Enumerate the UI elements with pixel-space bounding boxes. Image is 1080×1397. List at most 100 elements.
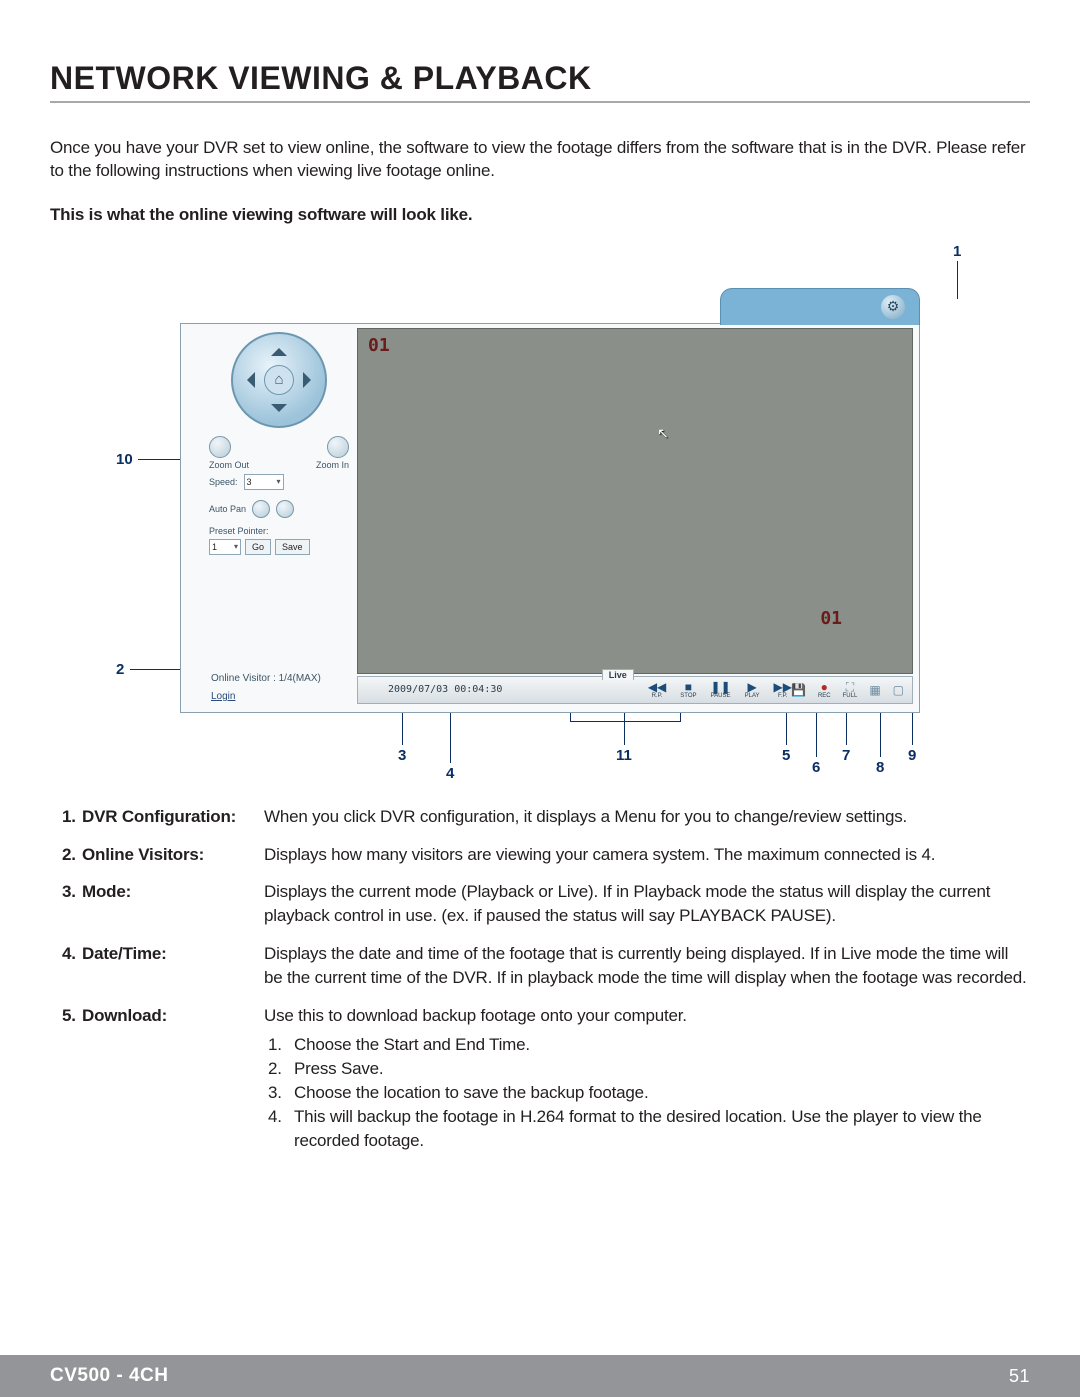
grid-4-button[interactable]: ▦ xyxy=(869,684,880,696)
feature-description-list: 1.DVR Configuration:When you click DVR c… xyxy=(50,803,1030,1167)
callout-11: 11 xyxy=(616,747,632,764)
page-footer: CV500 - 4CH 51 xyxy=(0,1355,1080,1397)
sublist-number: 3. xyxy=(264,1081,294,1105)
dvr-viewer-window: ⚙ ⌂ Zoom Out Zoom In xyxy=(180,323,920,713)
live-video-area: 01 01 ↖ xyxy=(357,328,913,674)
ptz-right-icon[interactable] xyxy=(303,372,319,388)
auto-pan-pause-button[interactable] xyxy=(276,500,294,518)
feature-term: Download: xyxy=(82,1004,262,1165)
speed-select[interactable]: 3 xyxy=(244,474,284,490)
preset-go-button[interactable]: Go xyxy=(245,539,271,555)
feature-number: 5. xyxy=(52,1004,80,1165)
preset-select[interactable]: 1 xyxy=(209,539,241,555)
mode-indicator: Live xyxy=(602,669,634,680)
callout-8: 8 xyxy=(876,759,884,776)
ptz-left-icon[interactable] xyxy=(239,372,255,388)
ptz-up-icon[interactable] xyxy=(271,340,287,356)
auto-pan-play-button[interactable] xyxy=(252,500,270,518)
callout-line xyxy=(624,711,625,745)
fast-forward-button[interactable]: ▶▶F.P. xyxy=(774,681,792,699)
cursor-icon: ↖ xyxy=(657,425,669,442)
callout-line xyxy=(786,711,787,745)
feature-description: Displays how many visitors are viewing y… xyxy=(264,843,1028,879)
sublist-text: Choose the location to save the backup f… xyxy=(294,1081,1028,1105)
callout-10: 10 xyxy=(116,451,133,468)
sublist-number: 2. xyxy=(264,1057,294,1081)
login-link[interactable]: Login xyxy=(211,691,235,702)
download-button[interactable]: 💾 xyxy=(791,684,806,696)
full-label: FULL xyxy=(843,693,858,699)
auto-pan-label: Auto Pan xyxy=(209,504,246,514)
online-visitor-status: Online Visitor : 1/4(MAX) xyxy=(211,673,321,684)
ptz-down-icon[interactable] xyxy=(271,404,287,420)
grid-1-button[interactable]: ▢ xyxy=(893,684,904,696)
feature-description: Use this to download backup footage onto… xyxy=(264,1004,1028,1165)
feature-row: 4.Date/Time:Displays the date and time o… xyxy=(52,942,1028,1002)
feature-term: Mode: xyxy=(82,880,262,940)
callout-5: 5 xyxy=(782,747,790,764)
datetime-display: 2009/07/03 00:04:30 xyxy=(388,684,502,695)
callout-line xyxy=(402,711,403,745)
feature-row: 5.Download:Use this to download backup f… xyxy=(52,1004,1028,1165)
rewind-label: R.P. xyxy=(652,693,663,699)
callout-line xyxy=(816,711,817,757)
ff-label: F.P. xyxy=(778,693,788,699)
feature-term: Date/Time: xyxy=(82,942,262,1002)
sublist-number: 4. xyxy=(264,1105,294,1153)
zoom-in-label: Zoom In xyxy=(316,460,349,470)
record-button[interactable]: ●REC xyxy=(818,681,831,699)
full-screen-button[interactable]: ⛶FULL xyxy=(843,681,858,699)
record-label: REC xyxy=(818,693,831,699)
sublist-number: 1. xyxy=(264,1033,294,1057)
ptz-direction-pad[interactable]: ⌂ xyxy=(231,332,327,428)
callout-2: 2 xyxy=(116,661,124,678)
feature-description: Displays the current mode (Playback or L… xyxy=(264,880,1028,940)
feature-description: When you click DVR configuration, it dis… xyxy=(264,805,1028,841)
sublist-text: Choose the Start and End Time. xyxy=(294,1033,1028,1057)
footer-model: CV500 - 4CH xyxy=(50,1365,169,1387)
configuration-icon[interactable]: ⚙ xyxy=(881,295,905,319)
preset-save-button[interactable]: Save xyxy=(275,539,310,555)
speed-value: 3 xyxy=(247,477,252,487)
feature-row: 3.Mode:Displays the current mode (Playba… xyxy=(52,880,1028,940)
callout-line xyxy=(450,711,451,763)
play-button[interactable]: ▶PLAY xyxy=(745,681,760,699)
feature-number: 2. xyxy=(52,843,80,879)
playback-toolbar: Live 2009/07/03 00:04:30 ◀◀R.P. ■STOP ❚❚… xyxy=(357,676,913,704)
ptz-home-button[interactable]: ⌂ xyxy=(264,365,294,395)
callout-1: 1 xyxy=(953,243,961,260)
callout-9: 9 xyxy=(908,747,916,764)
preset-pointer-label: Preset Pointer: xyxy=(209,526,349,536)
sublist-text: Press Save. xyxy=(294,1057,1028,1081)
pause-button[interactable]: ❚❚PAUSE xyxy=(711,681,731,699)
feature-term: Online Visitors: xyxy=(82,843,262,879)
toolbar-right-controls: 💾 ●REC ⛶FULL ▦ ▢ xyxy=(791,681,904,699)
feature-description: Displays the date and time of the footag… xyxy=(264,942,1028,1002)
callout-line xyxy=(957,261,958,299)
stop-button[interactable]: ■STOP xyxy=(680,681,696,699)
rewind-button[interactable]: ◀◀R.P. xyxy=(648,681,666,699)
play-label: PLAY xyxy=(745,693,760,699)
feature-row: 2.Online Visitors:Displays how many visi… xyxy=(52,843,1028,879)
callout-line xyxy=(570,721,680,722)
feature-number: 3. xyxy=(52,880,80,940)
sublist-item: 3.Choose the location to save the backup… xyxy=(264,1081,1028,1105)
ptz-control-panel: ⌂ Zoom Out Zoom In Speed: 3 xyxy=(209,332,349,555)
callout-line xyxy=(846,711,847,745)
sublist-item: 4.This will backup the footage in H.264 … xyxy=(264,1105,1028,1153)
sublist-item: 1.Choose the Start and End Time. xyxy=(264,1033,1028,1057)
stop-label: STOP xyxy=(680,693,696,699)
callout-line xyxy=(880,711,881,757)
config-tab: ⚙ xyxy=(720,288,920,325)
preset-value: 1 xyxy=(212,542,217,552)
subheading: This is what the online viewing software… xyxy=(50,205,1030,225)
osd-channel-label: 01 xyxy=(368,335,390,356)
osd-overlay-label: 01 xyxy=(820,608,842,629)
speed-label: Speed: xyxy=(209,477,238,487)
zoom-in-button[interactable] xyxy=(327,436,349,458)
feature-number: 1. xyxy=(52,805,80,841)
callout-7: 7 xyxy=(842,747,850,764)
callout-6: 6 xyxy=(812,759,820,776)
zoom-out-button[interactable] xyxy=(209,436,231,458)
intro-paragraph: Once you have your DVR set to view onlin… xyxy=(50,137,1030,183)
